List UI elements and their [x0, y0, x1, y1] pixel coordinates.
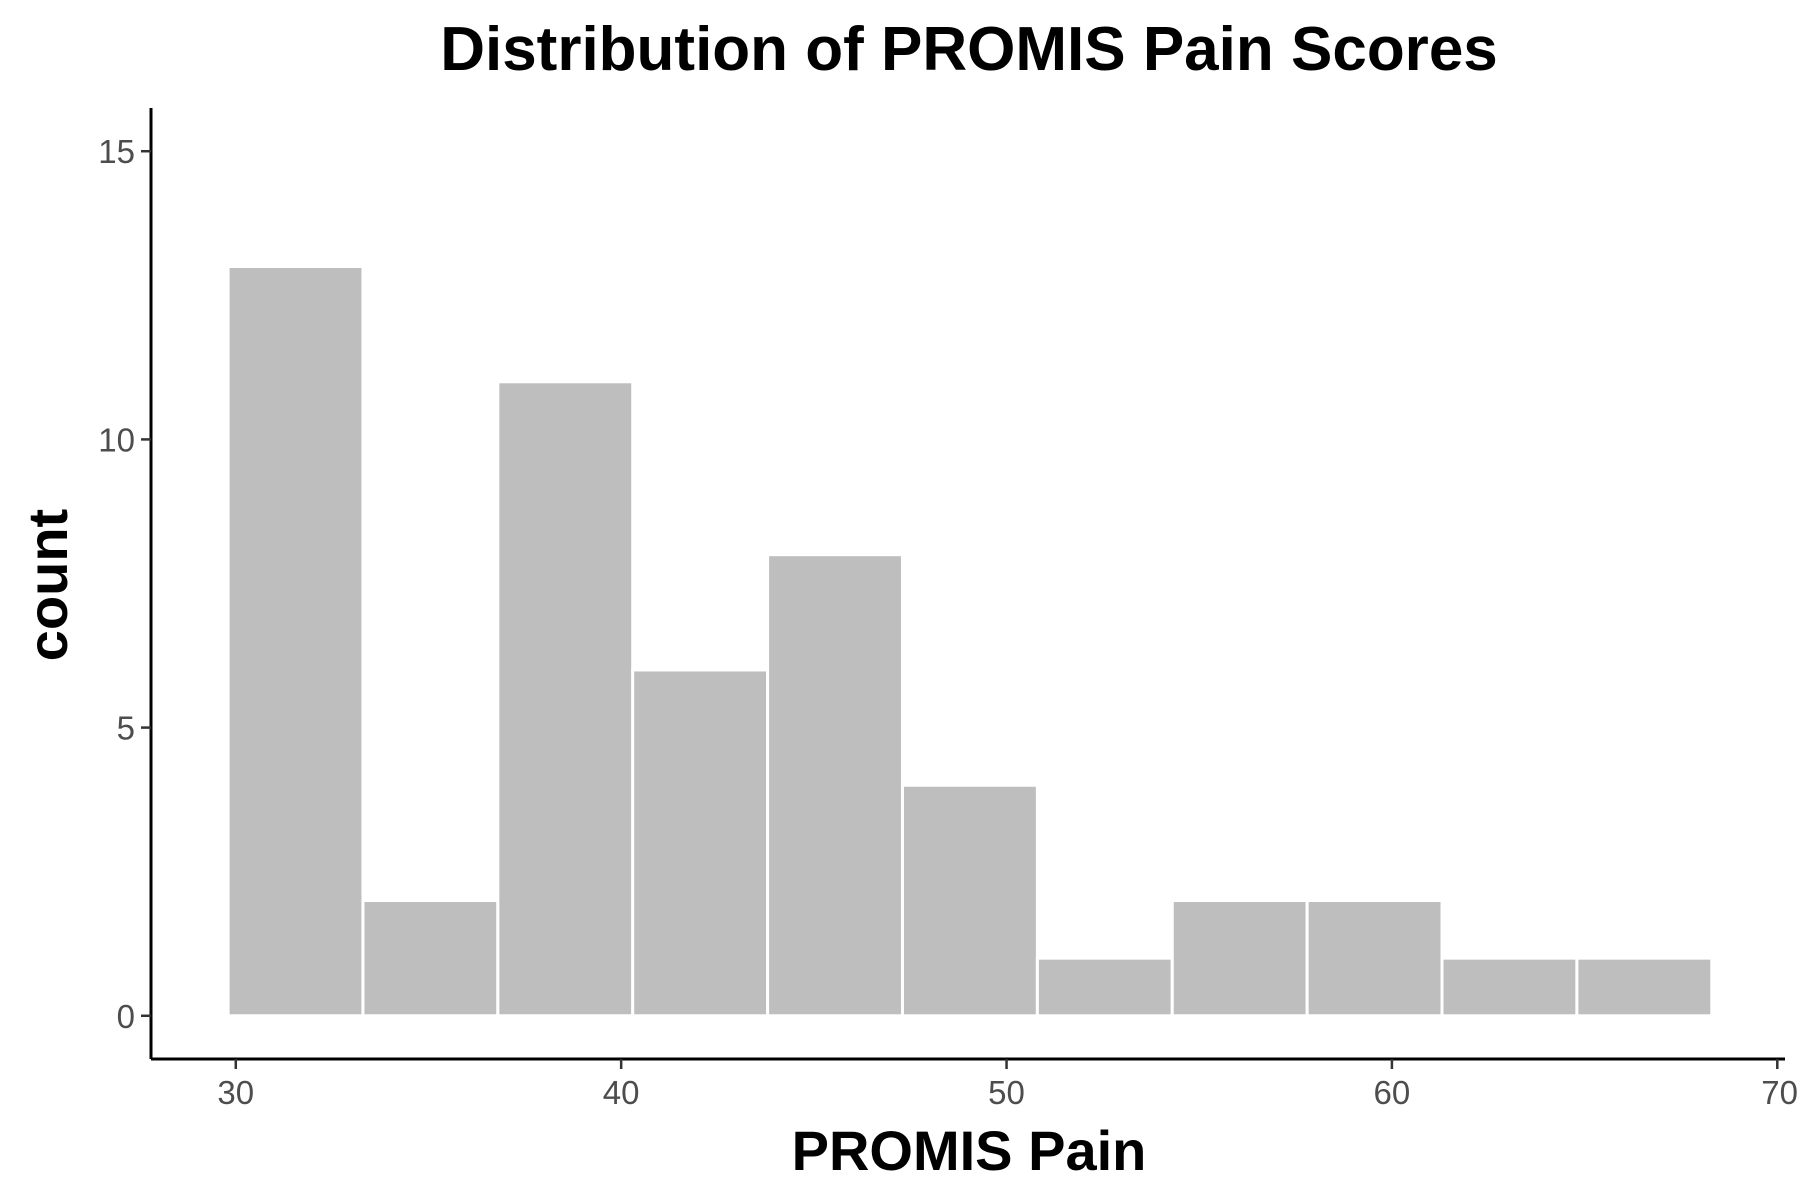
y-tick-label: 0	[117, 998, 135, 1035]
x-tick-label: 40	[603, 1074, 640, 1111]
histogram-bar-11	[1575, 956, 1714, 1018]
y-ticks-layer: 0 5 10 15	[98, 133, 151, 1035]
histogram-bar-3	[496, 380, 635, 1018]
y-tick-label: 15	[98, 133, 135, 170]
histogram-bar-2	[361, 899, 500, 1018]
x-ticks-layer: 30 40 50 60 70	[217, 1059, 1798, 1111]
histogram-bar-10	[1440, 956, 1579, 1018]
bars-layer	[226, 265, 1714, 1018]
histogram-bar-4	[631, 668, 770, 1018]
histogram-bar-7	[1035, 956, 1174, 1018]
x-tick-label: 30	[217, 1074, 254, 1111]
x-tick-label: 70	[1761, 1074, 1798, 1111]
y-tick-label: 10	[98, 421, 135, 458]
histogram-bar-1	[226, 265, 365, 1018]
x-axis-title: PROMIS Pain	[792, 1119, 1147, 1182]
y-tick-label: 5	[117, 710, 135, 747]
x-tick-label: 50	[988, 1074, 1025, 1111]
histogram-bar-5	[766, 553, 904, 1018]
histogram-bar-9	[1305, 899, 1444, 1018]
histogram-bar-6	[900, 783, 1039, 1018]
x-tick-label: 60	[1374, 1074, 1411, 1111]
histogram-bar-8	[1170, 899, 1309, 1018]
chart-title: Distribution of PROMIS Pain Scores	[440, 15, 1498, 84]
y-axis-title: count	[16, 509, 79, 661]
